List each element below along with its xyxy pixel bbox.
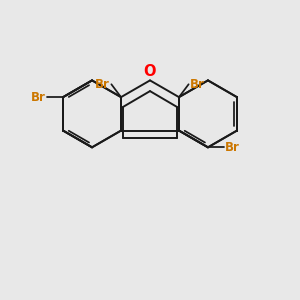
Text: Br: Br — [225, 141, 240, 154]
Text: Br: Br — [31, 91, 46, 103]
Text: O: O — [144, 64, 156, 79]
Text: Br: Br — [190, 78, 205, 91]
Text: Br: Br — [95, 78, 110, 91]
